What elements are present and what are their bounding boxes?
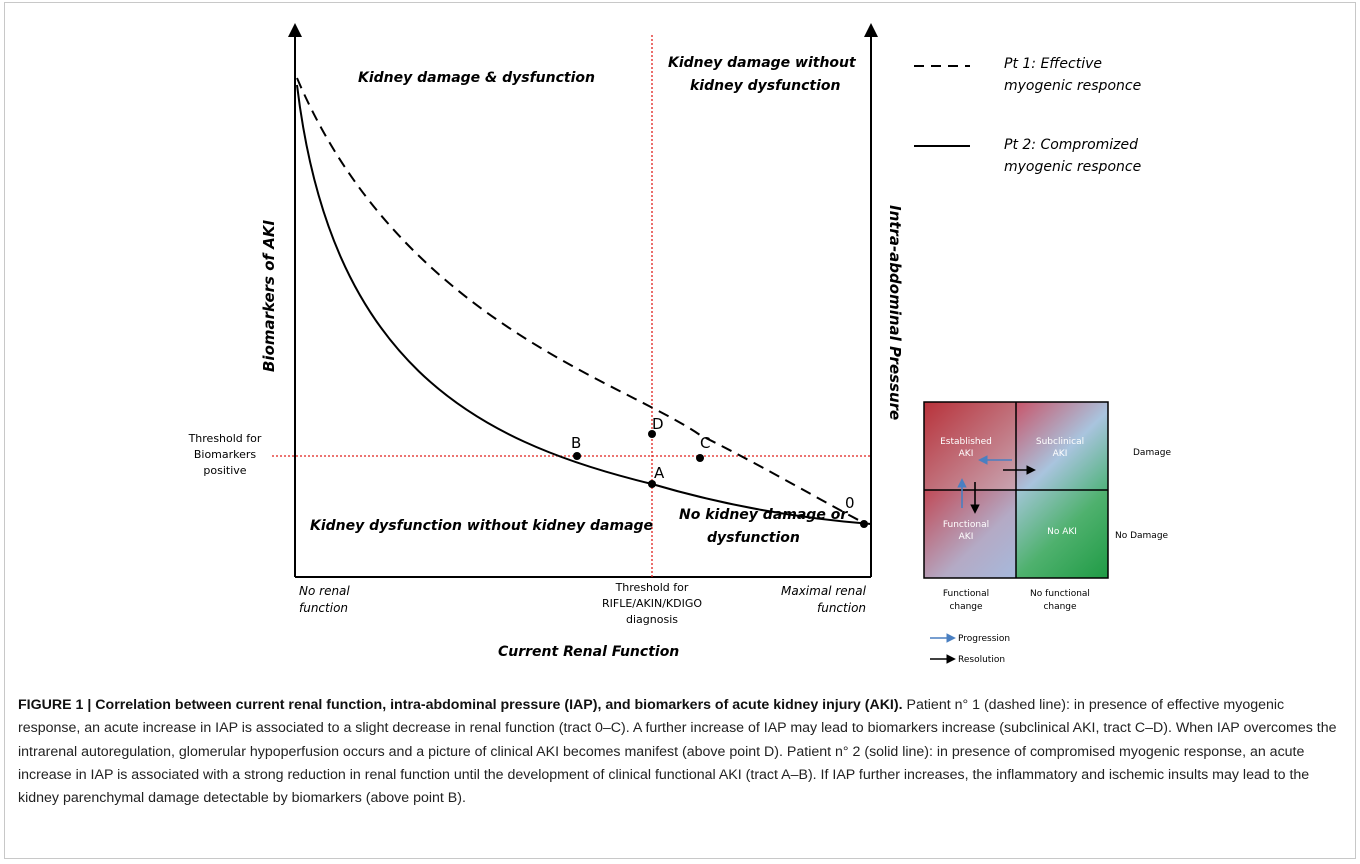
matrix-col-no-functional-2: change bbox=[1043, 602, 1077, 612]
region-label-dysfunction-no-damage: Kidney dysfunction without kidney damage bbox=[310, 518, 653, 534]
matrix-cell-functional-aki bbox=[924, 490, 1016, 578]
figure-caption: FIGURE 1 | Correlation between current r… bbox=[18, 694, 1348, 810]
region-label-no-damage-2: dysfunction bbox=[707, 530, 800, 546]
point-d-marker bbox=[648, 430, 656, 438]
threshold-vertical-label-1: Threshold for bbox=[615, 581, 689, 594]
x-axis-max-label-2: function bbox=[817, 601, 866, 615]
point-b-label: B bbox=[571, 434, 581, 452]
matrix-col-functional-1: Functional bbox=[943, 589, 989, 599]
y-axis-right-title: Intra-abdominal Pressure bbox=[886, 205, 904, 420]
legend-pt2-label-2: myogenic responce bbox=[1004, 159, 1141, 175]
point-c-label: C bbox=[700, 434, 710, 452]
matrix-cell-no-aki bbox=[1016, 490, 1108, 578]
point-a-marker bbox=[648, 480, 656, 488]
matrix-row-damage: Damage bbox=[1133, 448, 1171, 458]
point-c-marker bbox=[696, 454, 704, 462]
matrix-subclinical-label-1: Subclinical bbox=[1036, 437, 1084, 447]
caption-title: FIGURE 1 | Correlation between current r… bbox=[18, 697, 903, 713]
caption-body: Patient n° 1 (dashed line): in presence … bbox=[18, 697, 1337, 807]
matrix-functional-label-2: AKI bbox=[959, 532, 974, 542]
key-progression-label: Progression bbox=[958, 634, 1010, 644]
threshold-horizontal-label-3: positive bbox=[203, 464, 246, 477]
key-resolution-label: Resolution bbox=[958, 655, 1005, 665]
x-axis-title: Current Renal Function bbox=[498, 644, 679, 660]
matrix-cell-established-aki bbox=[924, 402, 1016, 490]
legend-pt2-label-1: Pt 2: Compromized bbox=[1004, 137, 1138, 153]
matrix-col-no-functional-1: No functional bbox=[1030, 589, 1090, 599]
point-a-label: A bbox=[654, 464, 665, 482]
legend-pt1-label-1: Pt 1: Effective bbox=[1004, 56, 1102, 72]
region-label-no-damage-1: No kidney damage or bbox=[679, 507, 848, 523]
legend-pt1-label-2: myogenic responce bbox=[1004, 78, 1141, 94]
matrix-cell-subclinical-aki bbox=[1016, 402, 1108, 490]
y-axis-left-title: Biomarkers of AKI bbox=[260, 220, 278, 372]
point-d-label: D bbox=[652, 415, 664, 433]
point-zero-marker bbox=[860, 520, 868, 528]
x-axis-max-label-1: Maximal renal bbox=[781, 584, 867, 598]
threshold-vertical-label-3: diagnosis bbox=[626, 613, 678, 626]
matrix-established-label-1: Established bbox=[940, 437, 992, 447]
curve-pt2-solid bbox=[296, 84, 872, 525]
point-zero-label: 0 bbox=[845, 494, 855, 512]
matrix-subclinical-label-2: AKI bbox=[1053, 449, 1068, 459]
figure-frame bbox=[4, 2, 1356, 859]
x-axis-min-label-1: No renal bbox=[299, 584, 350, 598]
matrix-row-no-damage: No Damage bbox=[1115, 531, 1169, 541]
region-label-damage-no-dysfunction-1: Kidney damage without bbox=[668, 55, 857, 71]
matrix-col-functional-2: change bbox=[949, 602, 983, 612]
x-axis-min-label-2: function bbox=[299, 601, 348, 615]
region-label-damage-no-dysfunction-2: kidney dysfunction bbox=[690, 78, 841, 94]
threshold-vertical-label-2: RIFLE/AKIN/KDIGO bbox=[602, 597, 702, 610]
figure-diagram: B A D C 0 Kidney damage & dysfunction Ki… bbox=[188, 23, 1171, 665]
threshold-horizontal-label-1: Threshold for bbox=[188, 432, 262, 445]
matrix-functional-label-1: Functional bbox=[943, 520, 989, 530]
curve-pt1-dashed bbox=[296, 77, 867, 525]
threshold-horizontal-label-2: Biomarkers bbox=[194, 448, 257, 461]
region-label-damage-dysfunction: Kidney damage & dysfunction bbox=[358, 70, 595, 86]
point-b-marker bbox=[573, 452, 581, 460]
matrix-no-aki-label: No AKI bbox=[1047, 527, 1077, 537]
matrix-established-label-2: AKI bbox=[959, 449, 974, 459]
